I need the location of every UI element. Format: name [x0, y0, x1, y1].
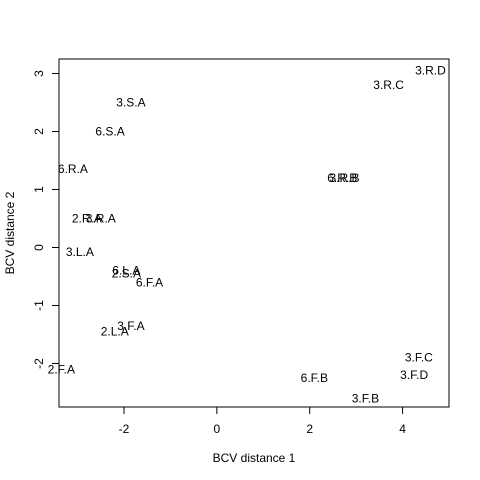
point-label: 3.F.A	[117, 319, 144, 333]
point-label: 3.R.B	[330, 171, 360, 185]
x-axis: -2 0 2 4	[119, 406, 406, 436]
x-tick-label: 0	[214, 422, 221, 436]
point-label: 2.F.A	[48, 362, 75, 376]
point-label: 3.R.C	[373, 78, 404, 92]
x-tick-label: 2	[306, 422, 313, 436]
x-tick-label: -2	[119, 422, 130, 436]
x-axis-label: BCV distance 1	[213, 451, 296, 465]
y-axis-label: BCV distance 2	[3, 191, 17, 274]
y-tick-label: 0	[32, 244, 46, 251]
y-axis: -2 -1 0 1 2 3	[32, 70, 60, 369]
x-tick-label: 4	[399, 422, 406, 436]
point-label: 2.S.A	[112, 267, 141, 281]
point-label: 3.L.A	[66, 245, 94, 259]
point-label: 3.S.A	[116, 96, 145, 110]
point-label: 3.R.A	[86, 212, 116, 226]
point-labels: 3.R.D 3.R.C 3.S.A 6.S.A 6.R.A 6.R.B3.R.B 2.R.A…	[48, 64, 446, 406]
point-label: 2.R.A	[72, 212, 102, 226]
y-tick-label: -1	[32, 300, 46, 311]
point-label: 2.L.A	[101, 325, 129, 339]
y-tick-label: -2	[32, 358, 46, 369]
point-label: 6.F.A	[136, 275, 163, 289]
y-tick-label: 3	[32, 70, 46, 77]
point-label: 6.R.A	[58, 162, 88, 176]
point-label: 6.S.A	[95, 125, 124, 139]
point-label: 3.F.C	[405, 351, 433, 365]
point-label: 3.F.B	[352, 391, 379, 405]
point-label: 3.F.D	[400, 368, 428, 382]
y-tick-label: 2	[32, 128, 46, 135]
y-tick-label: 1	[32, 186, 46, 193]
point-label: 3.R.D	[415, 64, 446, 78]
point-label: 6.R.B	[327, 171, 357, 185]
point-label: 6.L.A	[112, 264, 140, 278]
point-label: 6.F.B	[301, 371, 328, 385]
